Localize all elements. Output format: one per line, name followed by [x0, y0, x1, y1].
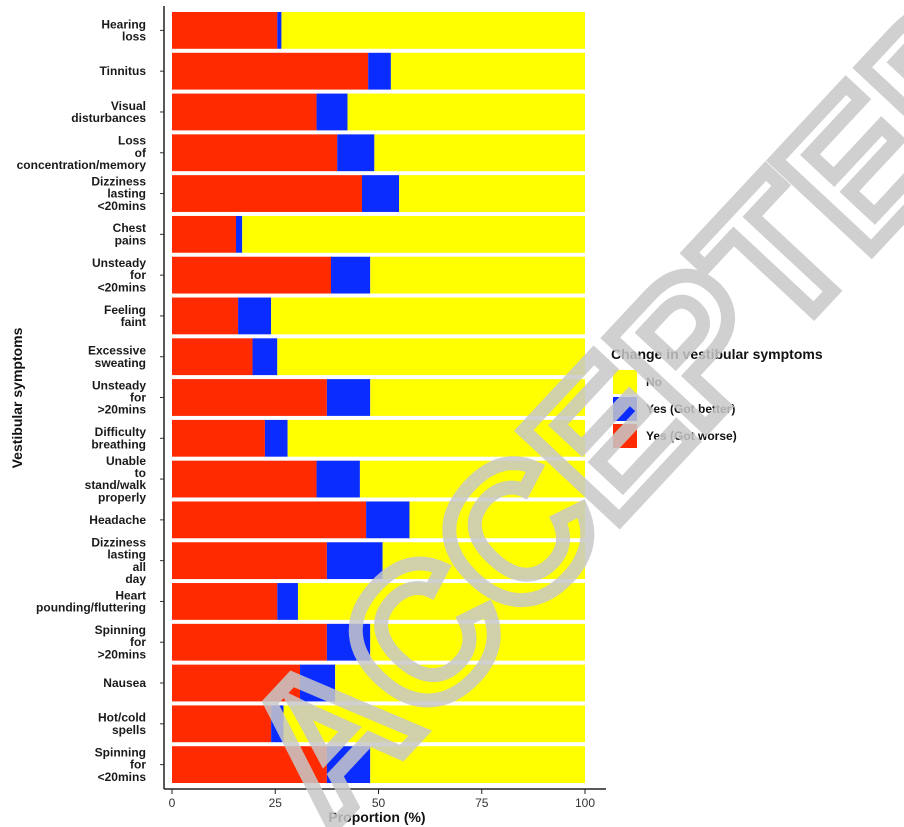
bar-unsteady-for-20mins-yes-got-better	[331, 256, 371, 294]
category-label-excessive-sweating: Excessive sweating	[88, 344, 146, 370]
x-tick-labels: 0 25 50 75 100	[169, 789, 595, 810]
legend-title: Change in vestibular symptoms	[611, 346, 823, 362]
bar-hearing-loss-no	[281, 12, 585, 49]
bars-group	[172, 12, 585, 783]
category-label-hearing-loss: Hearing loss	[101, 17, 146, 43]
bar-headache-yes-got-worse	[172, 501, 367, 539]
bar-difficulty-breathing-yes-got-worse	[172, 419, 265, 457]
bar-visual-disturbances-no	[347, 93, 585, 131]
bar-headache-yes-got-better	[366, 501, 410, 539]
bar-unsteady-for-20mins-yes-got-better	[326, 379, 371, 416]
bar-nausea-no	[335, 664, 585, 702]
category-label-spinning-for-20mins: Spinning for >20mins	[95, 623, 147, 661]
bar-loss-of-concentration-memory-yes-got-better	[337, 134, 375, 172]
x-tick-label-100: 100	[575, 796, 595, 810]
category-label-unsteady-for-20mins: Unsteady for >20mins	[92, 378, 146, 416]
bar-hearing-loss-yes-got-worse	[172, 12, 278, 49]
bar-excessive-sweating-no	[277, 338, 585, 376]
bar-dizziness-lasting-all-day-yes-got-worse	[172, 542, 327, 580]
bar-chest-pains-yes-got-better	[236, 215, 243, 253]
bar-unsteady-for-20mins-yes-got-worse	[172, 256, 331, 294]
x-tick-label-75: 75	[475, 796, 489, 810]
category-label-chest-pains: Chest pains	[113, 221, 147, 247]
bar-excessive-sweating-yes-got-worse	[172, 338, 253, 376]
bar-loss-of-concentration-memory-no	[374, 134, 585, 172]
bar-feeling-faint-no	[271, 297, 585, 335]
bar-unsteady-for-20mins-no	[370, 256, 585, 294]
bar-unsteady-for-20mins-yes-got-worse	[172, 379, 327, 416]
category-label-dizziness-lasting-all-day: Dizziness lasting all day	[91, 535, 146, 586]
bar-spinning-for-20mins-yes-got-better	[326, 746, 371, 783]
bar-nausea-yes-got-better	[300, 664, 336, 702]
bar-feeling-faint-yes-got-better	[238, 297, 272, 335]
category-label-spinning-for-20mins: Spinning for <20mins	[95, 745, 147, 783]
legend-label-yes-got-worse: Yes (Got worse)	[646, 429, 737, 443]
category-label-unsteady-for-20mins: Unsteady for <20mins	[92, 256, 146, 294]
bar-chest-pains-no	[242, 215, 585, 253]
bar-hot-cold-spells-yes-got-better	[271, 705, 284, 743]
bar-dizziness-lasting-20mins-yes-got-better	[361, 175, 400, 212]
bar-loss-of-concentration-memory-yes-got-worse	[172, 134, 338, 172]
x-tick-label-0: 0	[169, 796, 176, 810]
legend-key-no	[613, 370, 637, 394]
category-label-nausea: Nausea	[103, 676, 146, 690]
bar-unable-to-stand-walk-properly-no	[359, 460, 585, 498]
legend-label-yes-got-better: Yes (Got better)	[646, 402, 735, 416]
bar-difficulty-breathing-yes-got-better	[264, 419, 288, 457]
category-label-hot-cold-spells: Hot/cold spells	[98, 711, 146, 737]
bar-feeling-faint-yes-got-worse	[172, 297, 239, 335]
axes-group	[160, 6, 606, 790]
bar-excessive-sweating-yes-got-better	[252, 338, 278, 376]
bar-spinning-for-20mins-yes-got-better	[326, 623, 371, 661]
bar-unsteady-for-20mins-no	[370, 379, 585, 416]
x-tick-label-25: 25	[269, 796, 283, 810]
bar-unable-to-stand-walk-properly-yes-got-worse	[172, 460, 317, 498]
bar-chest-pains-yes-got-worse	[172, 215, 237, 253]
bar-dizziness-lasting-all-day-yes-got-better	[326, 542, 383, 580]
bar-spinning-for-20mins-no	[370, 623, 585, 661]
legend: Change in vestibular symptoms No Yes (Got…	[611, 346, 823, 448]
bar-unable-to-stand-walk-properly-yes-got-better	[316, 460, 360, 498]
category-label-loss-of-concentration-memory: Loss of concentration/memory	[17, 134, 147, 172]
category-labels: Hearing loss Tinnitus Visual disturbances Los…	[17, 17, 147, 784]
category-label-visual-disturbances: Visual disturbances	[71, 99, 146, 125]
legend-key-yes-got-better	[613, 397, 637, 421]
bar-visual-disturbances-yes-got-worse	[172, 93, 317, 131]
bar-dizziness-lasting-all-day-no	[382, 542, 585, 580]
bar-heart-pounding-fluttering-yes-got-worse	[172, 583, 278, 620]
x-axis-title: Proportion (%)	[328, 809, 425, 825]
y-axis-title: Vestibular symptoms	[9, 327, 25, 468]
category-label-heart-pounding-fluttering: Heart pounding/fluttering	[36, 588, 146, 614]
category-label-feeling-faint: Feeling faint	[104, 303, 146, 329]
x-tick-label-50: 50	[372, 796, 386, 810]
bar-dizziness-lasting-20mins-yes-got-worse	[172, 175, 362, 212]
bar-nausea-yes-got-worse	[172, 664, 301, 702]
bar-tinnitus-yes-got-better	[368, 52, 391, 90]
category-label-dizziness-lasting-20mins: Dizziness lasting <20mins	[91, 174, 146, 212]
bar-spinning-for-20mins-yes-got-worse	[172, 623, 327, 661]
bar-hearing-loss-yes-got-better	[277, 12, 282, 49]
bar-heart-pounding-fluttering-yes-got-better	[277, 583, 298, 620]
bar-heart-pounding-fluttering-no	[297, 583, 585, 620]
category-label-unable-to-stand-walk-properly: Unable to stand/walk properly	[85, 454, 147, 505]
bar-hot-cold-spells-yes-got-worse	[172, 705, 272, 743]
bar-spinning-for-20mins-yes-got-worse	[172, 746, 327, 783]
bar-headache-no	[409, 501, 585, 539]
category-label-difficulty-breathing: Difficulty breathing	[91, 425, 146, 451]
bar-tinnitus-no	[390, 52, 585, 90]
bar-spinning-for-20mins-no	[370, 746, 585, 783]
category-label-headache: Headache	[89, 513, 146, 527]
bar-hot-cold-spells-no	[283, 705, 585, 743]
legend-label-no: No	[646, 375, 662, 389]
bar-difficulty-breathing-no	[287, 419, 585, 457]
legend-key-yes-got-worse	[613, 424, 637, 448]
bar-tinnitus-yes-got-worse	[172, 52, 369, 90]
bar-visual-disturbances-yes-got-better	[316, 93, 348, 131]
category-label-tinnitus: Tinnitus	[100, 64, 147, 78]
bar-dizziness-lasting-20mins-no	[399, 175, 585, 212]
